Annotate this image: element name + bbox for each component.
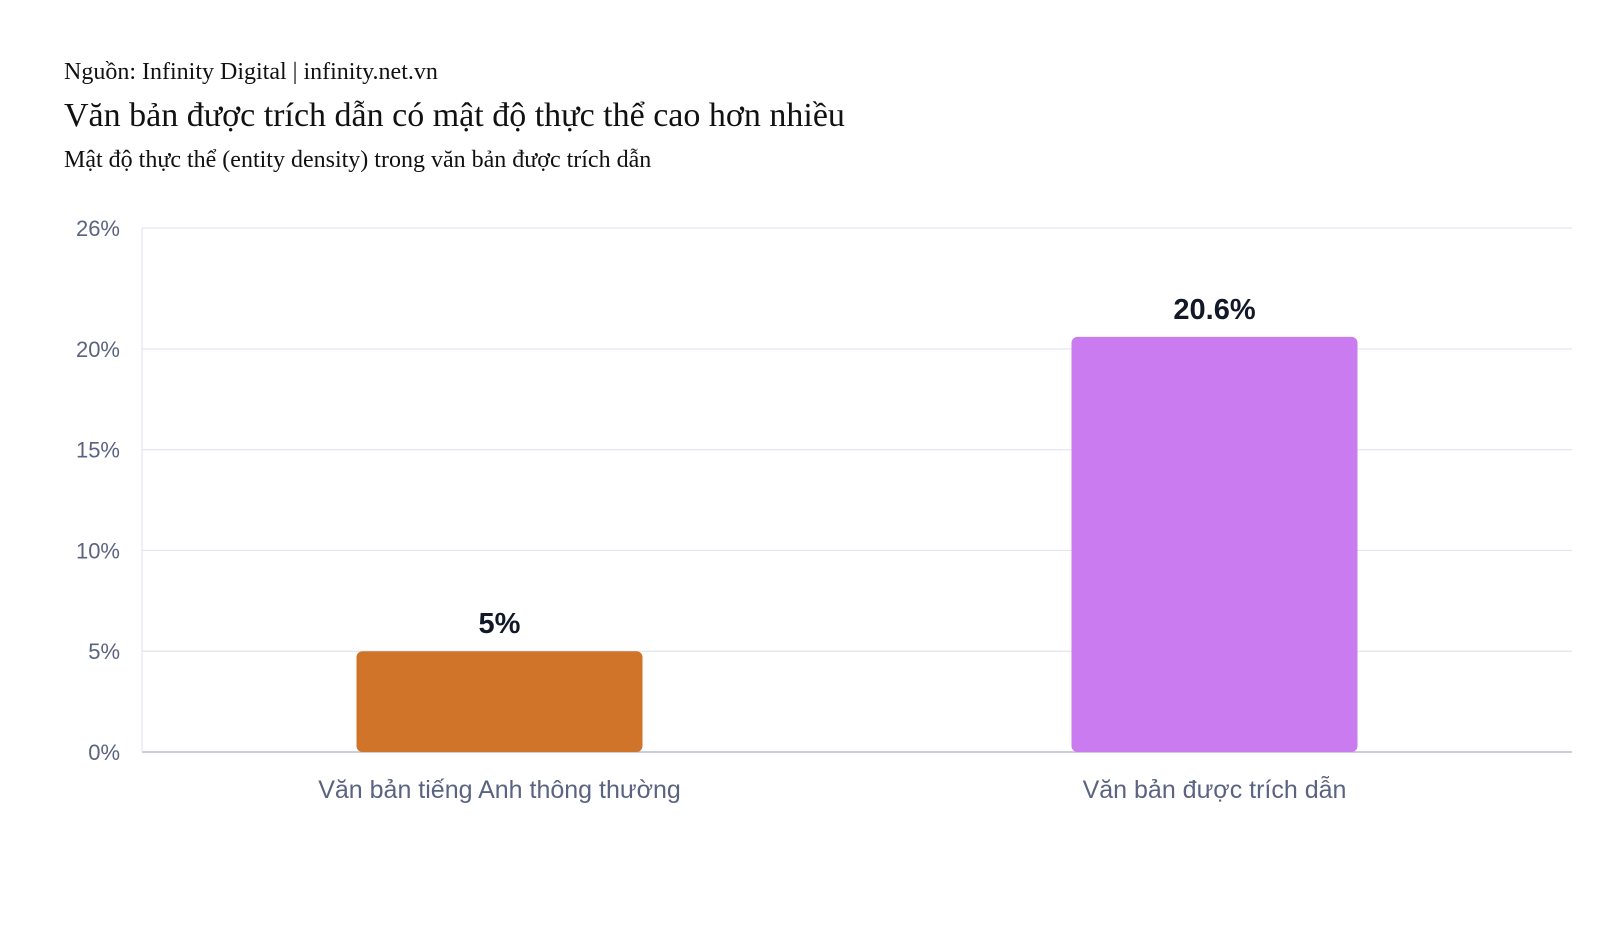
- x-axis-categories: Văn bản tiếng Anh thông thường Văn bản đư…: [318, 775, 1346, 804]
- source-credit: Nguồn: Infinity Digital | infinity.net.v…: [64, 59, 438, 85]
- chart-header: Nguồn: Infinity Digital | infinity.net.v…: [64, 54, 1582, 176]
- bar-1: [356, 651, 643, 752]
- y-tick-label: 10%: [76, 538, 120, 563]
- x-category-label: Văn bản tiếng Anh thông thường: [318, 776, 681, 804]
- chart-title: Văn bản được trích dẫn có mật độ thực th…: [64, 97, 845, 134]
- bars: [356, 336, 1358, 752]
- data-label: 5%: [479, 608, 521, 640]
- y-tick-label: 20%: [76, 337, 120, 362]
- y-tick-label: 0%: [88, 740, 120, 765]
- data-labels: 5% 20.6%: [479, 294, 1256, 640]
- chart-subtitle: Mật độ thực thể (entity density) trong v…: [64, 147, 652, 173]
- y-tick-label: 26%: [76, 216, 120, 241]
- bar-2: [1071, 336, 1358, 752]
- y-tick-label: 5%: [88, 639, 120, 664]
- data-label: 20.6%: [1173, 294, 1255, 326]
- x-category-label: Văn bản được trích dẫn: [1083, 775, 1347, 804]
- y-axis-ticks: 0% 5% 10% 15% 20% 26%: [76, 216, 120, 765]
- y-tick-label: 15%: [76, 438, 120, 463]
